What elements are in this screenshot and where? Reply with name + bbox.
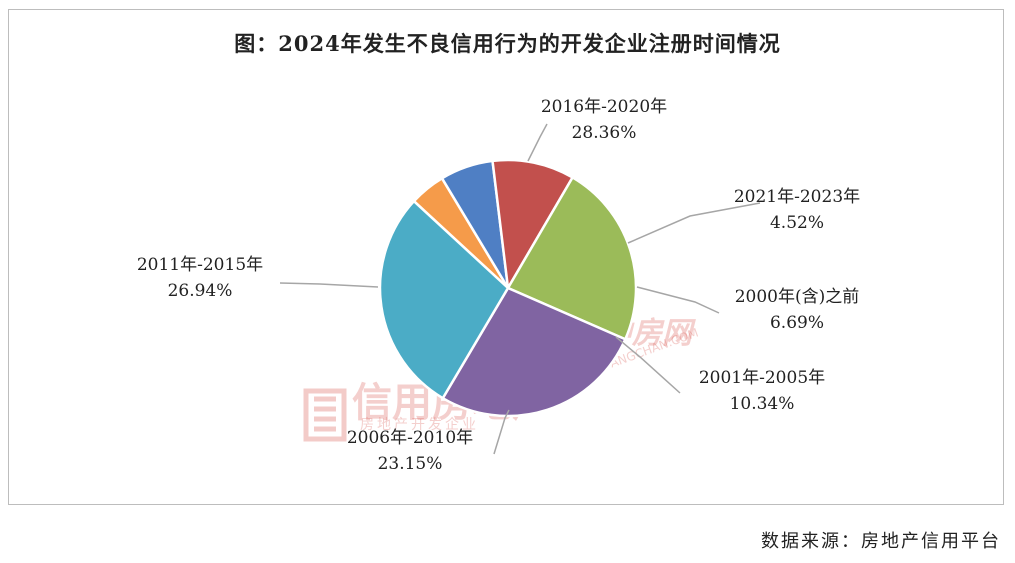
chart-title: 图：2024年发生不良信用行为的开发企业注册时间情况 [234,31,781,56]
slice-value-label-2: 10.34% [730,394,795,414]
slice-label-0: 2021年-2023年 [734,187,860,207]
pie-slice-3 [506,175,638,341]
leader-line-1 [636,286,720,314]
slice-value-label-0: 4.52% [770,213,824,233]
leader-line-5 [527,123,548,162]
slice-label-4: 2011年-2015年 [137,255,263,275]
slice-value-label-4: 26.94% [168,281,233,301]
slice-value-label-5: 28.36% [572,123,637,143]
pie-slice-4 [441,286,627,418]
data-source-note: 数据来源：房地产信用平台 [761,531,1001,552]
slice-value-label-3: 23.15% [378,454,443,474]
leader-line-0 [627,202,761,244]
slice-label-1: 2000年(含)之前 [735,287,860,307]
slice-label-5: 2016年-2020年 [541,97,667,117]
slice-label-2: 2001年-2005年 [699,368,825,388]
leader-line-2 [615,336,681,394]
slice-value-label-1: 6.69% [770,313,824,333]
leader-line-3 [493,409,510,455]
slice-label-3: 2006年-2010年 [347,428,473,448]
pie-slice-2 [491,158,575,292]
leader-line-4 [279,282,379,288]
pie-slice-5 [378,199,510,400]
